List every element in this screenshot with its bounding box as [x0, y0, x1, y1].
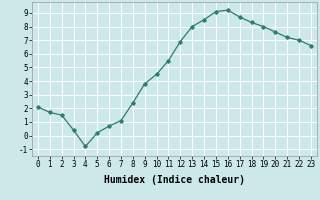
X-axis label: Humidex (Indice chaleur): Humidex (Indice chaleur)	[104, 175, 245, 185]
